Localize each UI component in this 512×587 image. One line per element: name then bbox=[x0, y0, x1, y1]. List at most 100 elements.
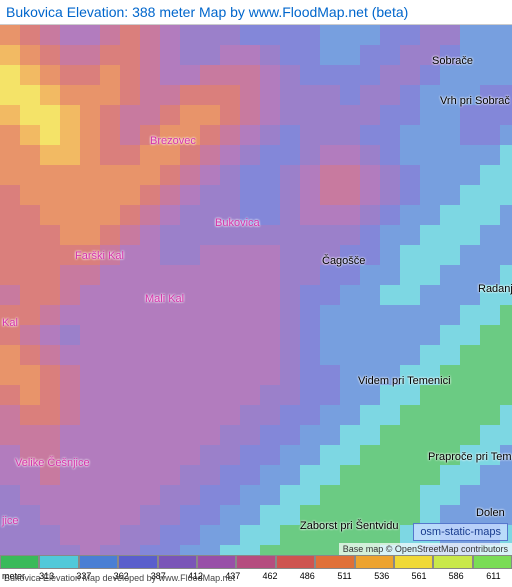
elevation-cell bbox=[300, 245, 320, 265]
elevation-cell bbox=[400, 105, 420, 125]
elevation-cell bbox=[180, 425, 200, 445]
elevation-cell bbox=[500, 185, 512, 205]
elevation-cell bbox=[60, 125, 80, 145]
elevation-cell bbox=[280, 525, 300, 545]
legend-swatch bbox=[39, 555, 78, 569]
elevation-cell bbox=[300, 25, 320, 45]
elevation-cell bbox=[240, 545, 260, 555]
elevation-cell bbox=[260, 385, 280, 405]
elevation-cell bbox=[340, 485, 360, 505]
elevation-heatmap bbox=[0, 25, 512, 555]
elevation-cell bbox=[80, 225, 100, 245]
elevation-cell bbox=[400, 65, 420, 85]
elevation-cell bbox=[80, 505, 100, 525]
elevation-cell bbox=[280, 345, 300, 365]
elevation-cell bbox=[260, 205, 280, 225]
elevation-cell bbox=[0, 265, 20, 285]
elevation-cell bbox=[340, 145, 360, 165]
elevation-cell bbox=[180, 525, 200, 545]
elevation-cell bbox=[20, 165, 40, 185]
elevation-cell bbox=[420, 145, 440, 165]
elevation-cell bbox=[40, 245, 60, 265]
elevation-cell bbox=[260, 305, 280, 325]
elevation-cell bbox=[20, 85, 40, 105]
elevation-cell bbox=[80, 185, 100, 205]
elevation-cell bbox=[180, 165, 200, 185]
elevation-cell bbox=[440, 345, 460, 365]
elevation-cell bbox=[100, 185, 120, 205]
elevation-cell bbox=[200, 385, 220, 405]
elevation-cell bbox=[140, 85, 160, 105]
elevation-cell bbox=[340, 385, 360, 405]
elevation-cell bbox=[280, 325, 300, 345]
elevation-cell bbox=[60, 525, 80, 545]
elevation-cell bbox=[360, 265, 380, 285]
elevation-cell bbox=[420, 25, 440, 45]
elevation-cell bbox=[140, 205, 160, 225]
elevation-cell bbox=[360, 205, 380, 225]
elevation-cell bbox=[220, 305, 240, 325]
place-label: Velike Češnjice bbox=[15, 457, 90, 469]
elevation-cell bbox=[20, 145, 40, 165]
elevation-cell bbox=[400, 205, 420, 225]
elevation-cell bbox=[280, 285, 300, 305]
elevation-cell bbox=[240, 345, 260, 365]
elevation-cell bbox=[340, 305, 360, 325]
elevation-cell bbox=[160, 385, 180, 405]
elevation-cell bbox=[200, 145, 220, 165]
elevation-cell bbox=[120, 505, 140, 525]
elevation-cell bbox=[240, 165, 260, 185]
elevation-cell bbox=[240, 285, 260, 305]
elevation-cell bbox=[280, 445, 300, 465]
elevation-cell bbox=[40, 85, 60, 105]
elevation-cell bbox=[400, 245, 420, 265]
elevation-cell bbox=[280, 225, 300, 245]
elevation-cell bbox=[100, 165, 120, 185]
elevation-cell bbox=[240, 25, 260, 45]
elevation-cell bbox=[340, 205, 360, 225]
elevation-cell bbox=[320, 105, 340, 125]
elevation-cell bbox=[480, 25, 500, 45]
elevation-cell bbox=[220, 125, 240, 145]
elevation-cell bbox=[500, 225, 512, 245]
elevation-cell bbox=[380, 205, 400, 225]
elevation-cell bbox=[500, 385, 512, 405]
elevation-cell bbox=[220, 365, 240, 385]
legend-value: 486 bbox=[289, 571, 326, 581]
elevation-cell bbox=[180, 345, 200, 365]
elevation-cell bbox=[420, 185, 440, 205]
elevation-cell bbox=[320, 265, 340, 285]
elevation-cell bbox=[360, 185, 380, 205]
elevation-cell bbox=[420, 165, 440, 185]
elevation-cell bbox=[300, 105, 320, 125]
elevation-cell bbox=[340, 225, 360, 245]
elevation-cell bbox=[460, 485, 480, 505]
elevation-cell bbox=[420, 85, 440, 105]
elevation-cell bbox=[220, 285, 240, 305]
elevation-cell bbox=[160, 45, 180, 65]
elevation-cell bbox=[20, 225, 40, 245]
elevation-cell bbox=[180, 145, 200, 165]
elevation-cell bbox=[40, 45, 60, 65]
elevation-cell bbox=[140, 465, 160, 485]
elevation-cell bbox=[420, 285, 440, 305]
elevation-cell bbox=[200, 545, 220, 555]
map-title-bar: Bukovica Elevation: 388 meter Map by www… bbox=[0, 0, 512, 25]
elevation-cell bbox=[160, 205, 180, 225]
elevation-cell bbox=[500, 265, 512, 285]
elevation-cell bbox=[480, 225, 500, 245]
elevation-cell bbox=[460, 265, 480, 285]
elevation-cell bbox=[0, 85, 20, 105]
elevation-cell bbox=[60, 325, 80, 345]
elevation-cell bbox=[440, 485, 460, 505]
elevation-cell bbox=[140, 385, 160, 405]
elevation-cell bbox=[240, 465, 260, 485]
elevation-cell bbox=[420, 505, 440, 525]
map-area[interactable]: SobračeVrh pri SobračBrezovecBukovicaFar… bbox=[0, 25, 512, 555]
elevation-cell bbox=[200, 485, 220, 505]
elevation-cell bbox=[280, 425, 300, 445]
elevation-cell bbox=[300, 205, 320, 225]
elevation-cell bbox=[140, 225, 160, 245]
elevation-cell bbox=[480, 465, 500, 485]
place-label: Kal bbox=[2, 317, 18, 329]
